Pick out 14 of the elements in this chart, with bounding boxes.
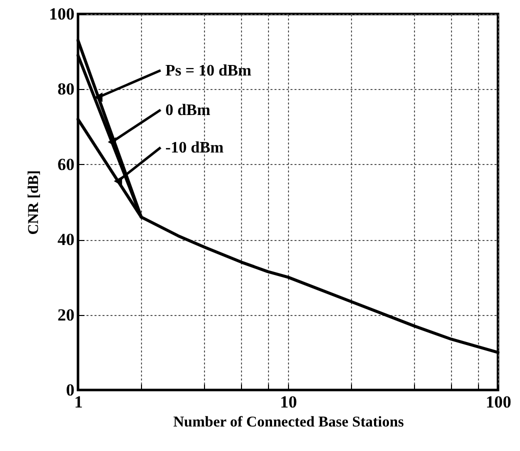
x-tick-label: 100 — [486, 392, 512, 412]
x-tick-label: 1 — [74, 392, 83, 412]
y-tick-label: 40 — [58, 230, 74, 250]
y-tick-label: 0 — [66, 380, 74, 400]
text: -10 dBm — [165, 139, 224, 156]
y-tick-label: 100 — [49, 4, 74, 24]
text: 0 dBm — [165, 102, 211, 119]
x-tick-label: 10 — [280, 392, 297, 412]
text: Ps = 10 dBm — [165, 62, 252, 80]
y-tick-label: 60 — [58, 154, 74, 174]
y-tick-label: 20 — [58, 305, 74, 324]
x-axis-title: Number of Connected Base Stations — [173, 414, 404, 430]
y-tick-label: 80 — [58, 80, 74, 99]
y-axis-title: CNR [dB] — [26, 170, 42, 235]
